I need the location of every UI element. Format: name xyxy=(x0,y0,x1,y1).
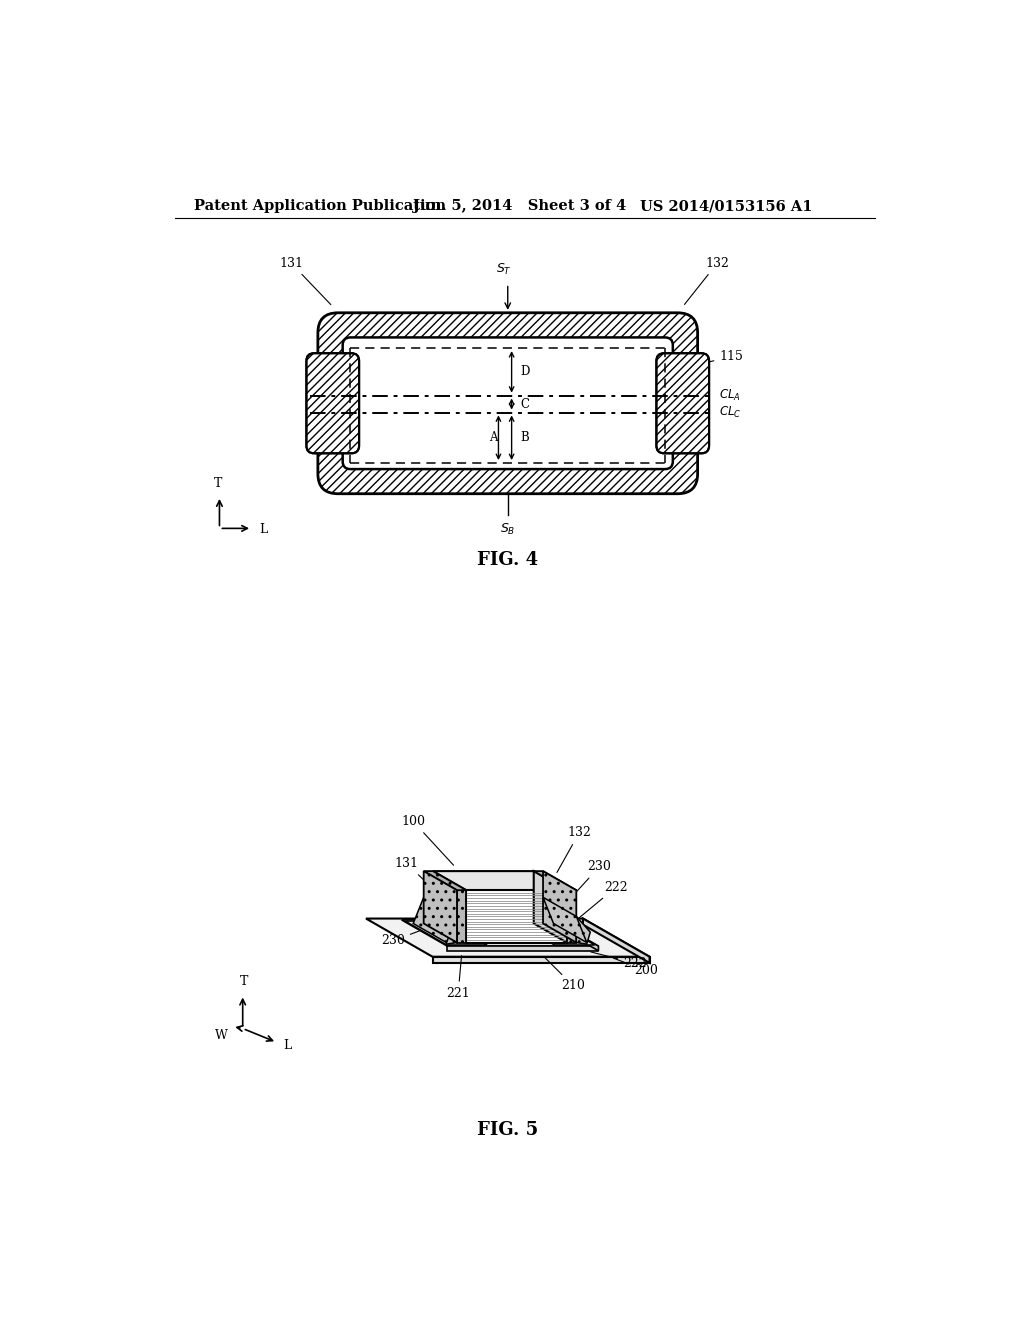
Polygon shape xyxy=(424,871,466,890)
Text: $S_B$: $S_B$ xyxy=(500,521,515,536)
Text: B: B xyxy=(520,432,529,445)
Polygon shape xyxy=(534,871,567,942)
Polygon shape xyxy=(443,916,457,944)
Text: C: C xyxy=(520,397,529,411)
Text: L: L xyxy=(283,1039,291,1052)
Text: 222: 222 xyxy=(591,952,646,970)
Polygon shape xyxy=(567,890,577,942)
Polygon shape xyxy=(513,921,595,945)
Text: 132: 132 xyxy=(557,826,591,873)
Text: W: W xyxy=(215,1030,227,1043)
Polygon shape xyxy=(414,898,457,942)
Text: Jun. 5, 2014   Sheet 3 of 4: Jun. 5, 2014 Sheet 3 of 4 xyxy=(414,199,627,213)
Text: 230: 230 xyxy=(381,925,433,948)
Polygon shape xyxy=(366,919,649,957)
FancyBboxPatch shape xyxy=(306,354,359,453)
Text: 221: 221 xyxy=(446,956,470,999)
Text: 230: 230 xyxy=(569,861,611,899)
Polygon shape xyxy=(432,957,649,962)
Text: US 2014/0153156 A1: US 2014/0153156 A1 xyxy=(640,199,812,213)
Polygon shape xyxy=(406,921,487,945)
Text: T: T xyxy=(214,477,222,490)
Text: 210: 210 xyxy=(544,957,585,993)
Text: $CL_C$: $CL_C$ xyxy=(719,405,741,420)
Polygon shape xyxy=(577,916,590,944)
Text: 115: 115 xyxy=(669,350,743,372)
Polygon shape xyxy=(424,871,457,942)
FancyBboxPatch shape xyxy=(317,313,697,494)
Polygon shape xyxy=(543,871,577,942)
Text: D: D xyxy=(520,366,529,379)
Polygon shape xyxy=(553,920,598,950)
Text: Patent Application Publication: Patent Application Publication xyxy=(194,199,445,213)
Polygon shape xyxy=(457,890,466,942)
Polygon shape xyxy=(534,871,577,890)
Polygon shape xyxy=(447,946,598,950)
Text: $S_T$: $S_T$ xyxy=(496,263,512,277)
FancyBboxPatch shape xyxy=(656,354,709,453)
Text: 200: 200 xyxy=(613,958,658,977)
Polygon shape xyxy=(466,890,567,942)
Text: 131: 131 xyxy=(280,256,331,305)
Polygon shape xyxy=(543,898,587,942)
FancyBboxPatch shape xyxy=(343,338,673,469)
Text: L: L xyxy=(260,524,268,536)
Text: 222: 222 xyxy=(567,880,628,928)
Text: 100: 100 xyxy=(401,814,454,865)
Polygon shape xyxy=(401,920,598,946)
Text: 131: 131 xyxy=(394,857,439,895)
Text: T: T xyxy=(240,975,249,989)
Text: FIG. 5: FIG. 5 xyxy=(477,1121,539,1139)
Text: $CL_A$: $CL_A$ xyxy=(719,388,741,403)
Polygon shape xyxy=(433,871,567,890)
Text: FIG. 4: FIG. 4 xyxy=(477,552,539,569)
Polygon shape xyxy=(583,919,649,962)
Text: 132: 132 xyxy=(684,256,729,305)
Text: A: A xyxy=(489,432,498,445)
